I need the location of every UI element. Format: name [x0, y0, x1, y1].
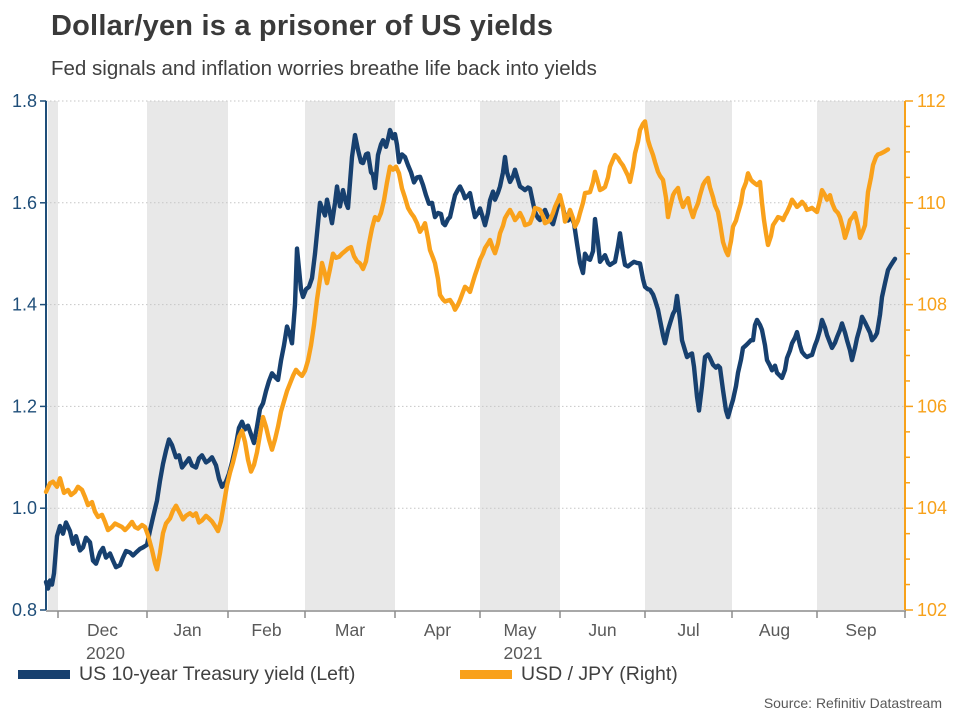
treasury-line-swatch: [18, 670, 70, 679]
month-label-jul: Jul: [677, 620, 699, 640]
legend-item-usdjpy: USD / JPY (Right): [460, 663, 678, 686]
chart-subtitle: Fed signals and inflation worries breath…: [51, 57, 597, 80]
month-band-jan: [147, 101, 228, 610]
usdjpy-line-swatch: [460, 670, 512, 679]
legend-label-usdjpy: USD / JPY (Right): [521, 663, 678, 685]
month-label-feb: Feb: [251, 620, 281, 640]
month-label-jan: Jan: [173, 620, 201, 640]
right-axis-label: 108: [917, 295, 947, 315]
legend-item-treasury: US 10-year Treasury yield (Left): [18, 663, 355, 686]
left-axis-label: 1.2: [12, 396, 37, 416]
month-label-sep: Sep: [845, 620, 876, 640]
month-label-dec: Dec: [87, 620, 118, 640]
right-axis-label: 102: [917, 600, 947, 620]
right-axis-label: 110: [917, 193, 946, 213]
month-label-jun: Jun: [588, 620, 616, 640]
left-axis-label: 0.8: [12, 600, 37, 620]
chart-title: Dollar/yen is a prisoner of US yields: [51, 10, 554, 42]
year-label-2021: 2021: [504, 643, 543, 663]
month-label-mar: Mar: [335, 620, 365, 640]
right-axis-label: 112: [917, 91, 946, 111]
left-axis-label: 1.0: [12, 498, 37, 518]
left-axis-label: 1.6: [12, 193, 37, 213]
month-band: [48, 101, 58, 610]
month-label-may: May: [503, 620, 536, 640]
month-band-may: [480, 101, 560, 610]
year-label-2020: 2020: [86, 643, 125, 663]
right-axis-label: 104: [917, 498, 947, 518]
legend-label-treasury: US 10-year Treasury yield (Left): [79, 663, 356, 685]
series-line-treasury: [43, 127, 898, 591]
month-label-apr: Apr: [424, 620, 451, 640]
left-axis-label: 1.4: [12, 295, 37, 315]
right-axis-label: 106: [917, 396, 947, 416]
left-axis-label: 1.8: [12, 91, 37, 111]
series-line-usdjpy: [43, 119, 891, 572]
month-label-aug: Aug: [759, 620, 790, 640]
month-band-sep: [817, 101, 905, 610]
source-note: Source: Refinitiv Datastream: [763, 695, 942, 711]
